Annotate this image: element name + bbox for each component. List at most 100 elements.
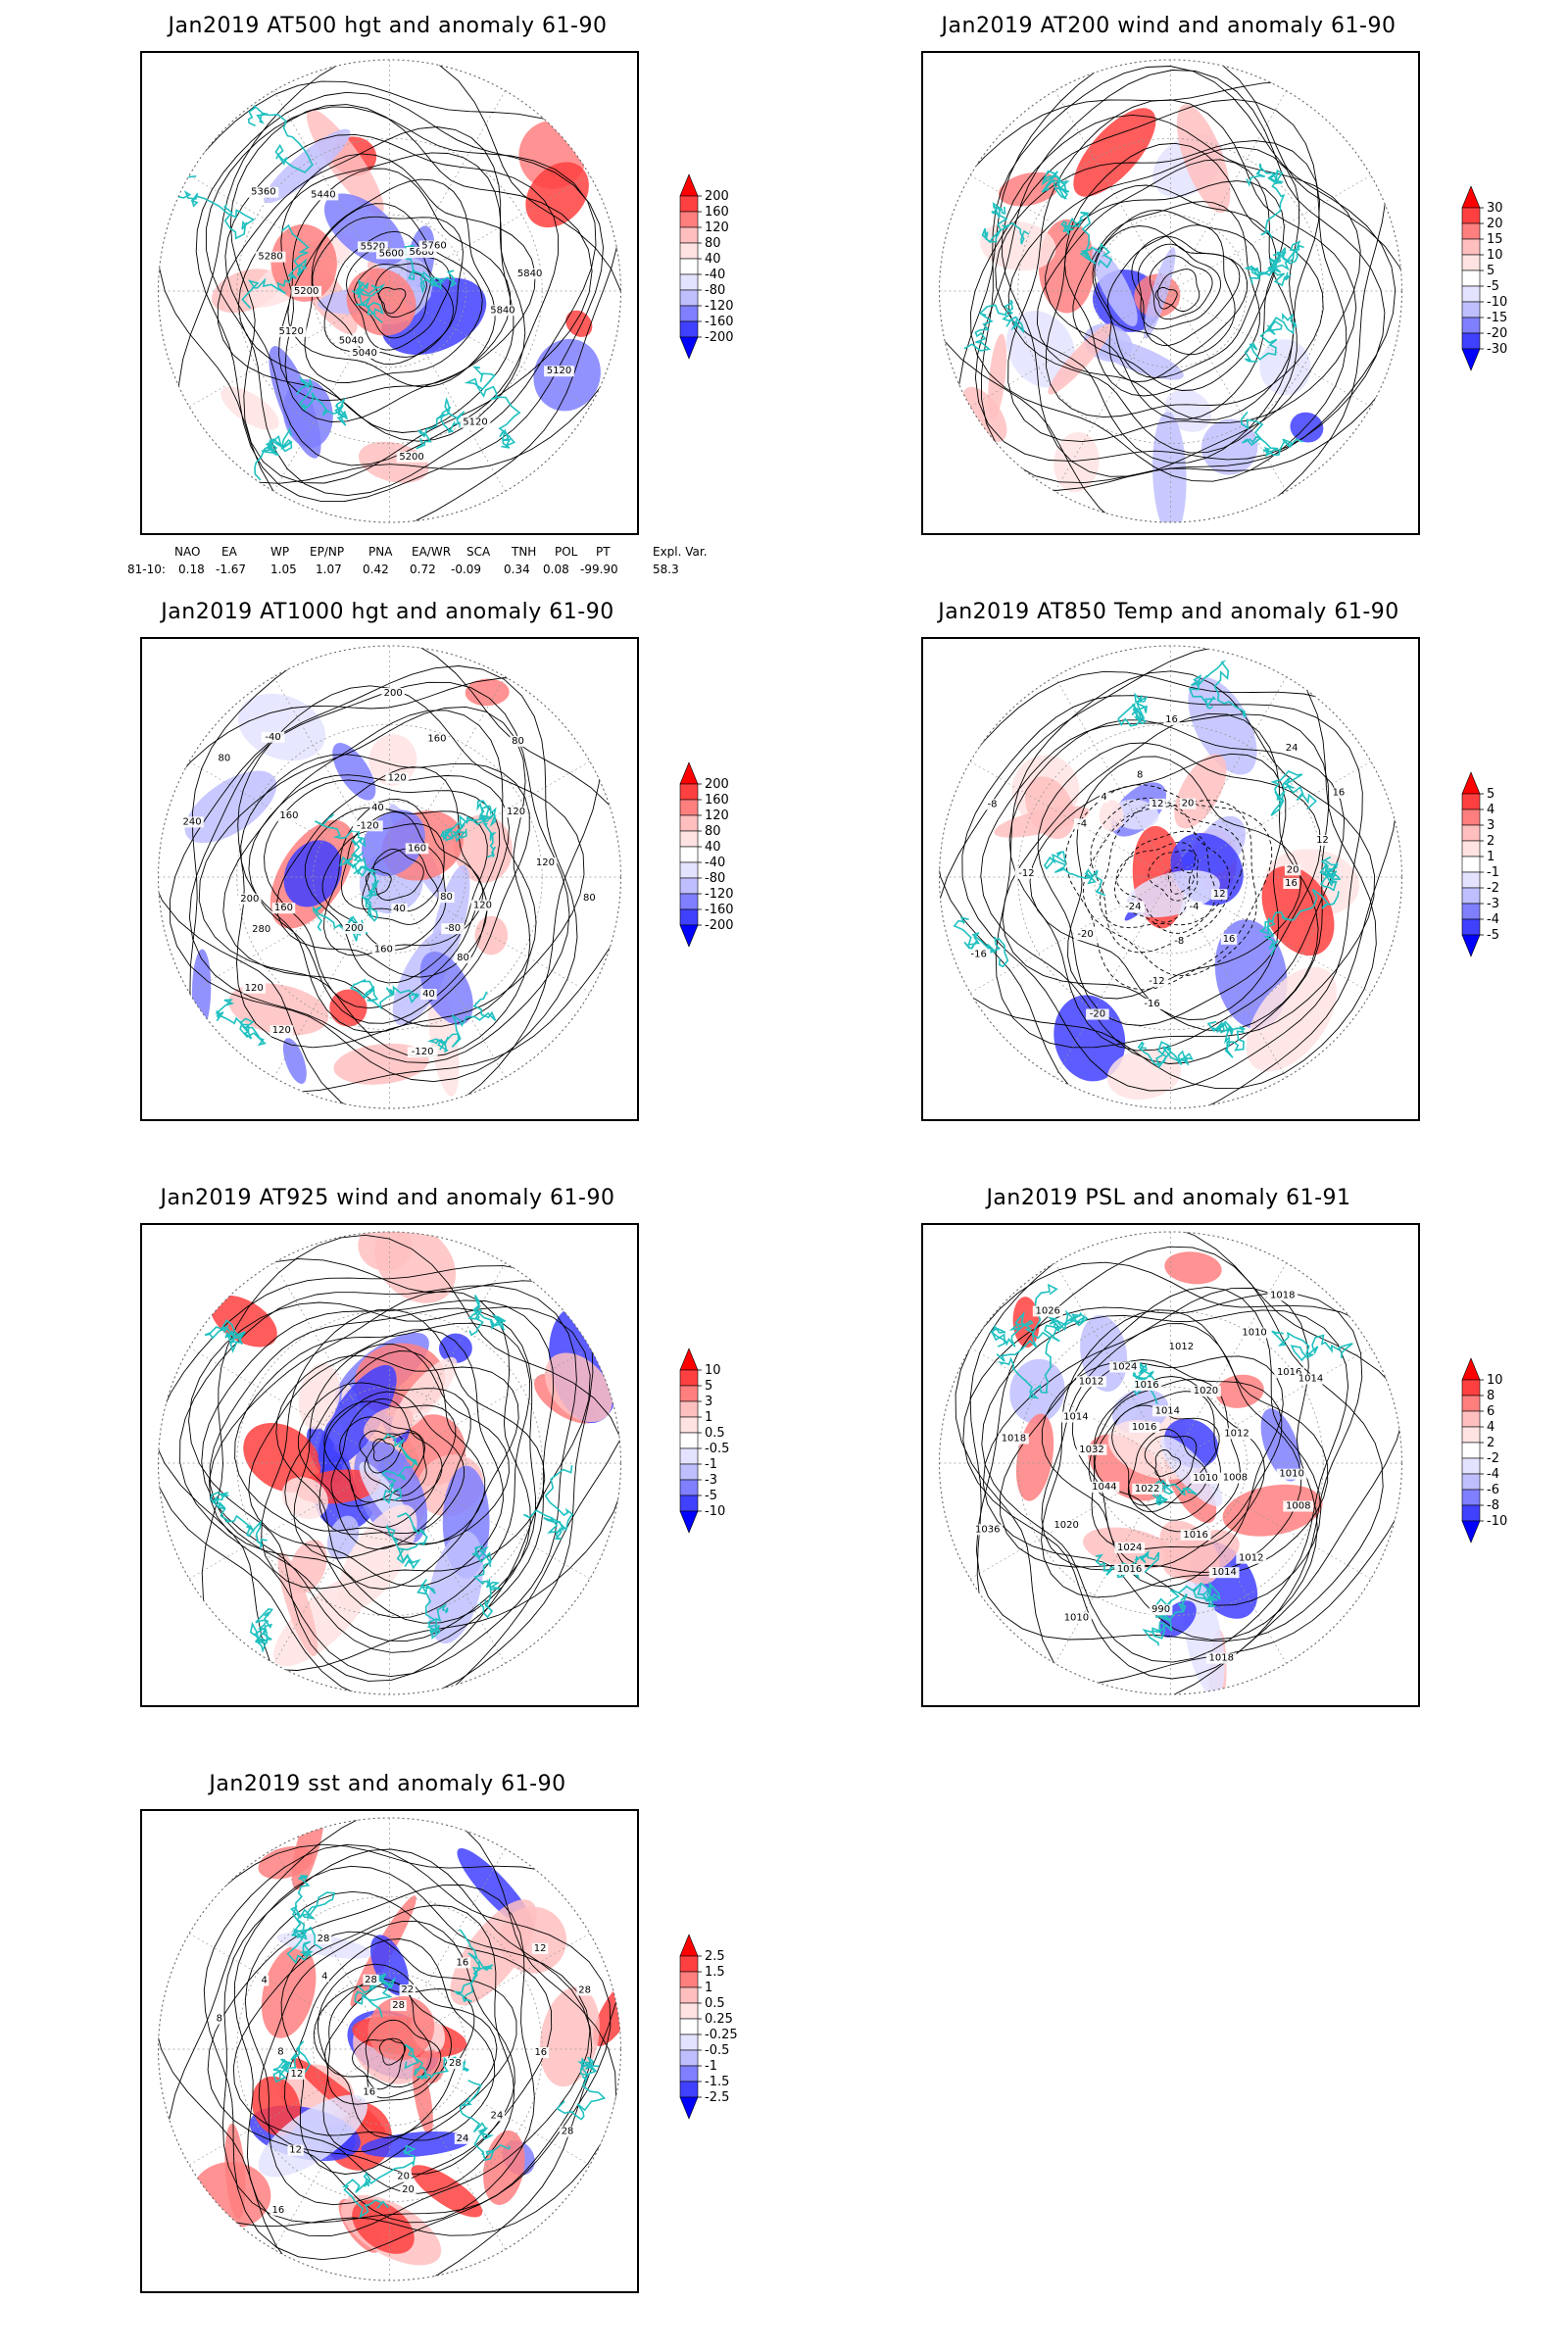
contour-label-bg (396, 451, 427, 463)
contour-line (321, 823, 447, 951)
contour-label-bg (275, 325, 307, 337)
contour-line (179, 1285, 577, 1678)
colorbar-label: 4 (1487, 803, 1494, 817)
colorbar-label: 1 (705, 1981, 712, 1995)
contour-line (1002, 114, 1361, 477)
polar-map: 1008 1008 1010 1012 1014 1016 1018 990 1016 1010 1… (921, 1223, 1420, 1707)
index-header: SCA (466, 545, 491, 559)
contour-label-bg (420, 989, 437, 1001)
contour-label-bg (1114, 1542, 1146, 1553)
colorbar-swatch (679, 2018, 699, 2035)
contour-label: -120 (357, 820, 379, 831)
contour-line (365, 2019, 442, 2099)
contour-label-bg (1073, 818, 1091, 830)
contour-line (258, 1920, 515, 2175)
colorbar-label: -10 (1487, 295, 1507, 310)
colorbar-swatch (1461, 238, 1481, 256)
index-value: 1.05 (270, 563, 297, 576)
contour-label-bg (455, 952, 471, 963)
contour-label: 1032 (1079, 1445, 1103, 1455)
contour-label-bg (1205, 1652, 1237, 1664)
contour-label-bg (1239, 1327, 1270, 1339)
contour-label: 1014 (1063, 1411, 1088, 1422)
colorbar-swatch (1461, 1473, 1481, 1491)
colorbar-swatch (679, 1955, 699, 1973)
anomaly-shading (243, 1422, 321, 1493)
index-value: 1.07 (316, 563, 342, 576)
contour-label: 4 (1101, 792, 1106, 803)
colorbar-swatch (679, 273, 699, 291)
contour-label-bg (1208, 1567, 1240, 1579)
colorbar-swatch (1461, 1395, 1481, 1412)
contour-label: 5040 (339, 335, 364, 346)
contour-line (297, 1382, 471, 1550)
coastlines (963, 163, 1304, 458)
index-value: 0.42 (363, 563, 389, 576)
latitude-gridline (1094, 800, 1248, 955)
contour-label: 20 (397, 2172, 410, 2182)
colorbar-swatch (1461, 840, 1481, 858)
anomaly-shading (1054, 431, 1100, 493)
contour-label-bg (357, 241, 388, 253)
contour-line (1088, 1378, 1241, 1533)
contour-label-bg (1076, 1376, 1106, 1388)
coastline (953, 916, 1009, 968)
colorbar-swatch (679, 1416, 699, 1434)
colorbar-swatch (1461, 285, 1481, 303)
colorbar-label: 2.5 (705, 1949, 725, 1964)
coastline (1245, 250, 1298, 285)
contour-label: 240 (183, 816, 202, 827)
contour-label: 1024 (1117, 1543, 1142, 1553)
colorbar-swatch (679, 1400, 699, 1418)
contour-line (352, 2037, 406, 2090)
colorbar-swatch (1461, 1442, 1481, 1459)
colorbar-swatch (679, 908, 699, 926)
contour-label-bg (275, 2046, 286, 2058)
contour-label: 1024 (1112, 1361, 1137, 1372)
colorbar-label: 3 (1487, 818, 1494, 833)
colorbar-swatch (1461, 918, 1481, 936)
contour-label-bg (1032, 1305, 1063, 1317)
contour-line (969, 1232, 1402, 1685)
contour-label-bg (454, 1957, 471, 1969)
contour-label-bg (510, 735, 526, 747)
anomaly-shading (1164, 1251, 1222, 1285)
contour-label: 1026 (1035, 1305, 1059, 1316)
coastline (1268, 240, 1304, 287)
contour-label: 12 (1152, 799, 1164, 809)
contour-label: 20 (402, 2184, 415, 2195)
contour-line (1036, 159, 1295, 421)
contour-label: 4 (262, 1975, 268, 1985)
colorbar-label: -2.5 (705, 2090, 729, 2105)
contour-lines (158, 646, 621, 1108)
contour-line (158, 1265, 594, 1694)
index-row-label: 81-10: (127, 563, 166, 576)
colorbar-label: 5 (1487, 264, 1494, 278)
contour-label: 1010 (1279, 1469, 1303, 1480)
index-value: -1.67 (216, 563, 247, 576)
contour-label-bg (381, 688, 405, 699)
colorbar-label: 1 (705, 1410, 712, 1425)
contour-label-bg (242, 982, 266, 994)
colorbar-cap (679, 761, 699, 785)
colorbar-swatch (1461, 871, 1481, 889)
index-header: PNA (368, 545, 393, 559)
panel-title: Jan2019 AT925 wind and anomaly 61-90 (160, 1186, 615, 1210)
contour-label-bg (375, 248, 407, 260)
contour-label-bg (308, 189, 339, 201)
contour-line (1067, 756, 1302, 1000)
colorbar-swatch (1461, 1504, 1481, 1522)
coastline (1147, 1479, 1198, 1506)
coastline (350, 978, 419, 1010)
contour-label-bg (1100, 791, 1109, 803)
contour-label: 1020 (1194, 1386, 1218, 1396)
contour-label-bg (277, 809, 301, 821)
colorbar-label: -10 (705, 1504, 725, 1519)
contour-label-bg (1171, 936, 1188, 948)
contour-label: 160 (408, 843, 426, 854)
colorbar-label: -120 (705, 887, 734, 902)
